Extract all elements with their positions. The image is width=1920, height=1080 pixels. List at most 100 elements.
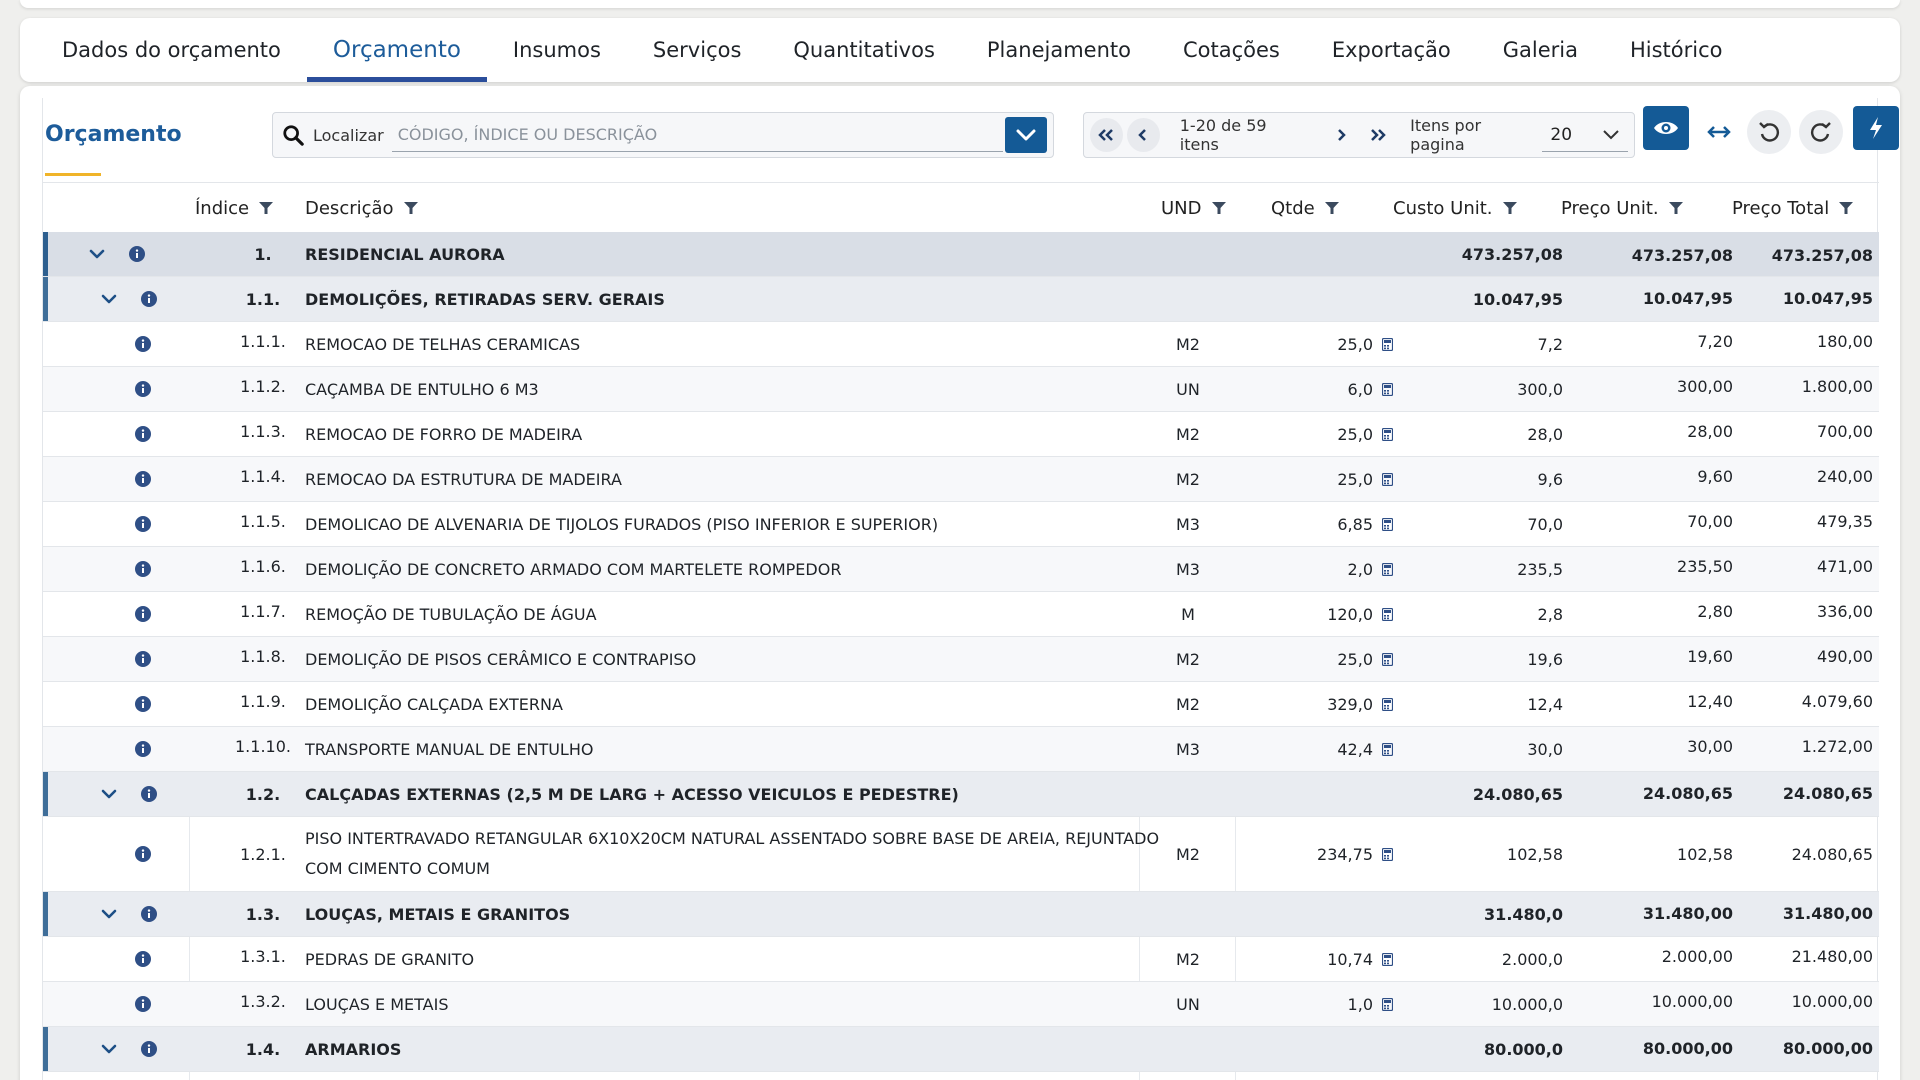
row-unit-cost[interactable]: 24.080,65	[1472, 784, 1563, 804]
table-row[interactable]: 1.3.2. LOUÇAS E METAIS UN 1,0 10.000,0 10.000…	[43, 982, 1879, 1027]
row-quantity[interactable]	[1243, 892, 1373, 936]
info-icon[interactable]	[133, 937, 153, 981]
column-header-descricao[interactable]: Descrição	[305, 183, 418, 233]
info-icon[interactable]	[133, 817, 153, 891]
info-icon[interactable]	[133, 727, 153, 771]
row-unit-cost[interactable]: 31.480,0	[1484, 904, 1563, 924]
row-quantity[interactable]	[1243, 772, 1373, 816]
table-row[interactable]: 1.1.8. DEMOLIÇÃO DE PISOS CERÂMICO E CONT…	[43, 637, 1879, 682]
row-unit-cost[interactable]: 10.000,0	[1491, 994, 1563, 1014]
row-unit-cost[interactable]: 28,0	[1527, 424, 1563, 444]
row-quantity[interactable]: 234,75	[1317, 844, 1373, 864]
filter-icon[interactable]	[1502, 201, 1517, 215]
row-quantity[interactable]: 2,0	[1347, 559, 1373, 579]
filter-icon[interactable]	[1211, 201, 1226, 215]
row-unit-cost[interactable]: 30,0	[1527, 739, 1563, 759]
row-quantity[interactable]: 42,4	[1337, 739, 1373, 759]
tab-orcamento[interactable]: Orçamento	[306, 18, 487, 82]
calculator-icon[interactable]	[1379, 817, 1395, 891]
undo-button[interactable]	[1747, 110, 1791, 154]
row-quantity[interactable]: 6,85	[1337, 514, 1373, 534]
info-icon[interactable]	[133, 502, 153, 546]
column-header-preco-unit[interactable]: Preço Unit.	[1561, 183, 1683, 233]
row-unit-cost[interactable]: 473.257,08	[1461, 244, 1563, 264]
row-unit-cost[interactable]: 300,0	[1517, 379, 1563, 399]
row-unit-cost[interactable]: 19,6	[1527, 649, 1563, 669]
column-header-indice[interactable]: Índice	[195, 183, 274, 233]
calculator-icon[interactable]	[1379, 412, 1395, 456]
info-icon[interactable]	[133, 322, 153, 366]
table-group-row[interactable]: 1.2. CALÇADAS EXTERNAS (2,5 M DE LARG + A…	[43, 772, 1879, 817]
row-unit-cost[interactable]: 12,4	[1527, 694, 1563, 714]
table-row[interactable]: 1.1.1. REMOCAO DE TELHAS CERAMICAS M2 25,0 7…	[43, 322, 1879, 367]
prev-page-button[interactable]	[1126, 118, 1160, 152]
table-row[interactable]: 1.1.6. DEMOLIÇÃO DE CONCRETO ARMADO COM M…	[43, 547, 1879, 592]
row-unit-cost[interactable]: 9,6	[1537, 469, 1563, 489]
calculator-icon[interactable]	[1379, 982, 1395, 1026]
table-row[interactable]: 1.2.1. PISO INTERTRAVADO RETANGULAR 6X10X…	[43, 817, 1879, 892]
calculator-icon[interactable]	[1379, 727, 1395, 771]
row-quantity[interactable]: 6,0	[1347, 379, 1373, 399]
row-quantity[interactable]: 1,0	[1347, 994, 1373, 1014]
collapse-chevron-icon[interactable]	[97, 772, 121, 816]
tab-cotacoes[interactable]: Cotações	[1182, 38, 1280, 62]
table-row[interactable]: 1.1.4. REMOCAO DA ESTRUTURA DE MADEIRA M2 2…	[43, 457, 1879, 502]
row-quantity[interactable]: 120,0	[1327, 604, 1373, 624]
table-row[interactable]: 1.3.1. PEDRAS DE GRANITO M2 10,74 2.000,0 2.0…	[43, 937, 1879, 982]
tab-galeria[interactable]: Galeria	[1502, 38, 1578, 62]
table-group-row[interactable]: 1. RESIDENCIAL AURORA 473.257,08 473.257,08…	[43, 232, 1879, 277]
row-unit-cost[interactable]: 70,0	[1527, 514, 1563, 534]
filter-icon[interactable]	[403, 201, 418, 215]
info-icon[interactable]	[139, 772, 159, 816]
table-row[interactable]: 1.1.10. TRANSPORTE MANUAL DE ENTULHO M3 42,…	[43, 727, 1879, 772]
row-unit-cost[interactable]: 102,58	[1507, 844, 1563, 864]
info-icon[interactable]	[139, 1027, 159, 1071]
tab-historico[interactable]: Histórico	[1629, 38, 1723, 62]
row-quantity[interactable]: 25,0	[1337, 649, 1373, 669]
tab-servicos[interactable]: Serviços	[652, 38, 742, 62]
tab-dados-do-orcamento[interactable]: Dados do orçamento	[62, 38, 281, 62]
info-icon[interactable]	[133, 367, 153, 411]
tab-quantitativos[interactable]: Quantitativos	[793, 38, 935, 62]
row-quantity[interactable]: 25,0	[1337, 334, 1373, 354]
filter-icon[interactable]	[1324, 201, 1339, 215]
info-icon[interactable]	[133, 457, 153, 501]
row-unit-cost[interactable]: 2.000,0	[1501, 949, 1563, 969]
filter-icon[interactable]	[1839, 201, 1854, 215]
table-row[interactable]: 1.1.9. DEMOLIÇÃO CALÇADA EXTERNA M2 329,0 12…	[43, 682, 1879, 727]
info-icon[interactable]	[133, 412, 153, 456]
collapse-chevron-icon[interactable]	[97, 1027, 121, 1071]
calculator-icon[interactable]	[1379, 457, 1395, 501]
row-unit-cost[interactable]: 10.047,95	[1472, 289, 1563, 309]
row-quantity[interactable]: 25,0	[1337, 424, 1373, 444]
tab-planejamento[interactable]: Planejamento	[986, 38, 1131, 62]
search-input[interactable]	[391, 118, 1003, 152]
row-unit-cost[interactable]: 80.000,0	[1484, 1039, 1563, 1059]
row-unit-cost[interactable]: 7,2	[1537, 334, 1563, 354]
collapse-chevron-icon[interactable]	[85, 232, 109, 276]
row-quantity[interactable]	[1243, 232, 1373, 276]
column-header-qtde[interactable]: Qtde	[1271, 183, 1339, 233]
info-icon[interactable]	[133, 592, 153, 636]
row-quantity[interactable]: 10,74	[1327, 949, 1373, 969]
row-unit-cost[interactable]: 2,8	[1537, 604, 1563, 624]
per-page-select[interactable]: 20	[1542, 118, 1628, 152]
table-group-row[interactable]: 1.3. LOUÇAS, METAIS E GRANITOS 31.480,0 31.…	[43, 892, 1879, 937]
column-header-preco-total[interactable]: Preço Total	[1732, 183, 1854, 233]
table-group-row[interactable]: 1.1. DEMOLIÇÕES, RETIRADAS SERV. GERAIS 10…	[43, 277, 1879, 322]
expand-columns-button[interactable]	[1701, 110, 1737, 154]
tab-insumos[interactable]: Insumos	[512, 38, 601, 62]
table-row[interactable]: 1.1.5. DEMOLICAO DE ALVENARIA DE TIJOLOS …	[43, 502, 1879, 547]
column-header-und[interactable]: UND	[1161, 183, 1226, 233]
calculator-icon[interactable]	[1379, 547, 1395, 591]
row-quantity[interactable]: 25,0	[1337, 469, 1373, 489]
calculator-icon[interactable]	[1379, 937, 1395, 981]
info-icon[interactable]	[127, 232, 147, 276]
column-header-custo-unit[interactable]: Custo Unit.	[1393, 183, 1517, 233]
calculator-icon[interactable]	[1379, 502, 1395, 546]
view-toggle-button[interactable]	[1643, 106, 1689, 150]
info-icon[interactable]	[139, 277, 159, 321]
search-dropdown-button[interactable]	[1005, 117, 1047, 153]
row-quantity[interactable]	[1243, 277, 1373, 321]
collapse-chevron-icon[interactable]	[97, 277, 121, 321]
